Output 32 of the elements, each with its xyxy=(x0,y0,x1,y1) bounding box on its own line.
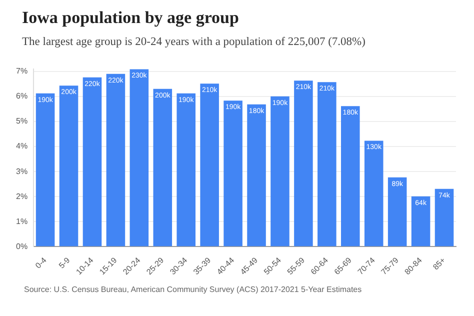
bar xyxy=(388,177,407,246)
bar xyxy=(82,77,102,246)
bar xyxy=(200,84,219,246)
bar xyxy=(434,188,454,246)
bar xyxy=(318,82,336,246)
bar xyxy=(341,106,360,246)
y-tick-label: 5% xyxy=(16,116,28,126)
bar xyxy=(130,69,149,246)
chart-subtitle: The largest age group is 20-24 years with a population of 225,007 (7.08%) xyxy=(22,36,366,48)
x-tick-label: 5-9 xyxy=(57,255,72,270)
bar xyxy=(153,88,172,246)
y-tick-label: 3% xyxy=(16,166,28,176)
bar xyxy=(364,140,384,246)
y-tick-label: 7% xyxy=(16,66,28,76)
y-tick-label: 4% xyxy=(16,142,28,151)
bar xyxy=(106,74,126,246)
bar xyxy=(36,93,55,246)
bar xyxy=(294,80,313,246)
bar xyxy=(224,100,242,246)
bar xyxy=(247,104,266,246)
bar xyxy=(59,86,78,246)
y-tick-label: 6% xyxy=(16,92,28,101)
y-tick-label: 1% xyxy=(16,216,28,226)
x-tick-label: 85+ xyxy=(431,256,448,272)
y-tick-label: 2% xyxy=(16,192,28,201)
bar xyxy=(270,96,290,246)
bar xyxy=(411,196,430,246)
source-note: Source: U.S. Census Bureau, American Community Survey (ACS) 2017-2021 5-Year Estimates xyxy=(24,285,362,294)
y-tick-label: 0% xyxy=(16,242,28,251)
bar xyxy=(176,93,196,246)
chart-title: Iowa population by age group xyxy=(22,8,239,28)
x-tick-label: 0-4 xyxy=(34,255,49,270)
